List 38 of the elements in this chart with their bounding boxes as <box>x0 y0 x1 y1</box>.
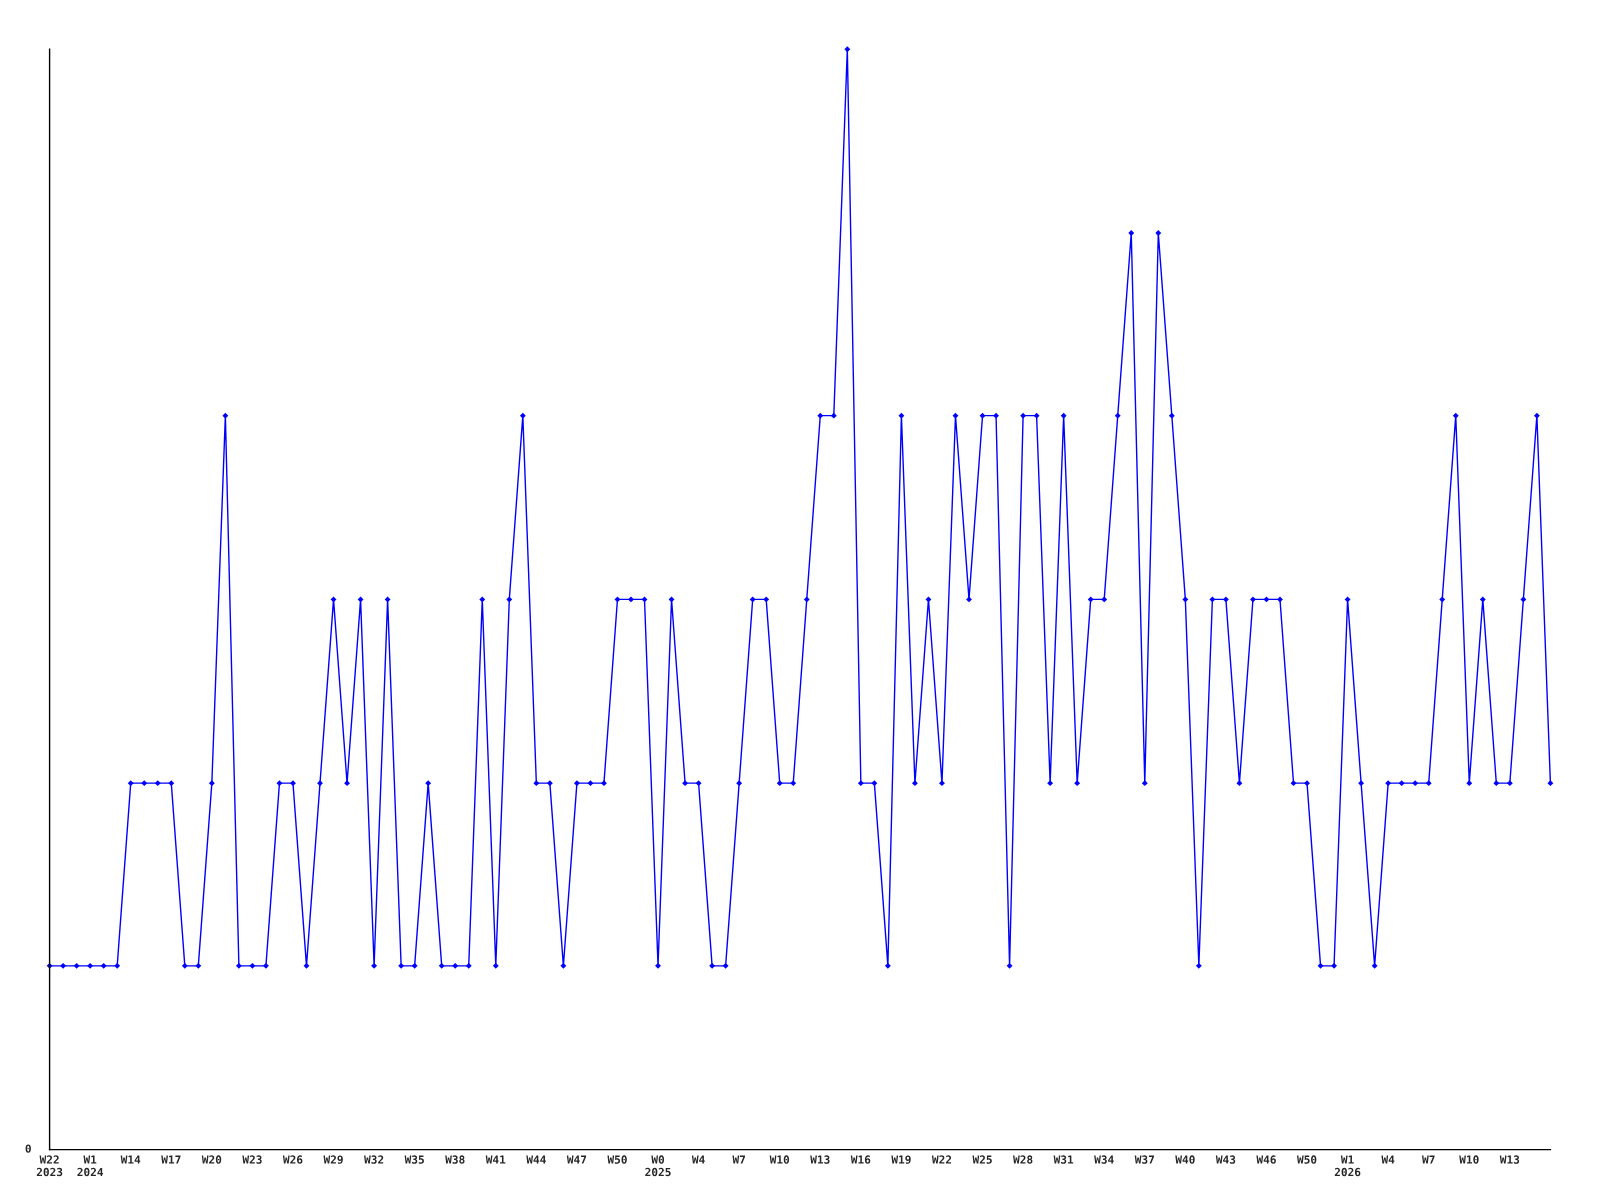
x-tick-label: W43 <box>1215 1155 1236 1164</box>
x-tick-label: W17 <box>161 1155 181 1164</box>
x-tick-label: W38 <box>445 1155 465 1164</box>
x-tick-label: W7 <box>1422 1155 1435 1164</box>
x-tick-label: W19 <box>891 1155 911 1164</box>
x-tick-label: W28 <box>1013 1155 1033 1164</box>
x-tick-label: W4 <box>691 1155 705 1164</box>
x-tick-label: W1 2026 <box>1334 1155 1361 1177</box>
x-tick-label: W34 <box>1094 1155 1114 1164</box>
x-tick-label: W47 <box>566 1155 587 1164</box>
x-tick-label: W26 <box>282 1155 303 1164</box>
x-tick-label: W44 <box>526 1155 546 1164</box>
x-tick-label: W0 2025 <box>645 1155 671 1177</box>
x-tick-label: W25 <box>972 1155 992 1164</box>
x-tick-label: W16 <box>850 1155 871 1164</box>
x-tick-label: W10 <box>1459 1155 1479 1164</box>
x-tick-label: W14 <box>120 1155 141 1164</box>
x-tick-label: W29 <box>323 1155 343 1164</box>
x-tick-label: W41 <box>485 1155 506 1164</box>
x-tick-label: W7 <box>732 1155 746 1164</box>
x-tick-label: W4 <box>1381 1155 1395 1164</box>
x-tick-label: W32 <box>364 1155 384 1164</box>
x-tick-label: W46 <box>1256 1155 1276 1164</box>
x-tick-label: W20 <box>201 1155 222 1164</box>
x-tick-label: W31 <box>1053 1155 1074 1164</box>
x-tick-label: W50 <box>1296 1155 1317 1164</box>
x-tick-label: W10 <box>769 1155 790 1164</box>
x-tick-label: W23 <box>242 1155 262 1164</box>
x-tick-label: W1 2024 <box>77 1155 104 1177</box>
x-tick-label: W40 <box>1175 1155 1195 1164</box>
x-tick-label: W13 <box>1499 1155 1520 1164</box>
x-tick-label: W13 <box>810 1155 830 1164</box>
text: 0 <box>25 1144 31 1153</box>
x-tick-label: W22 <box>931 1155 952 1164</box>
x-tick-label: W37 <box>1134 1155 1154 1164</box>
x-tick-label: W50 <box>607 1155 627 1164</box>
x-tick-label: W22 2023 <box>36 1155 63 1177</box>
x-tick-label: W35 <box>404 1155 424 1164</box>
